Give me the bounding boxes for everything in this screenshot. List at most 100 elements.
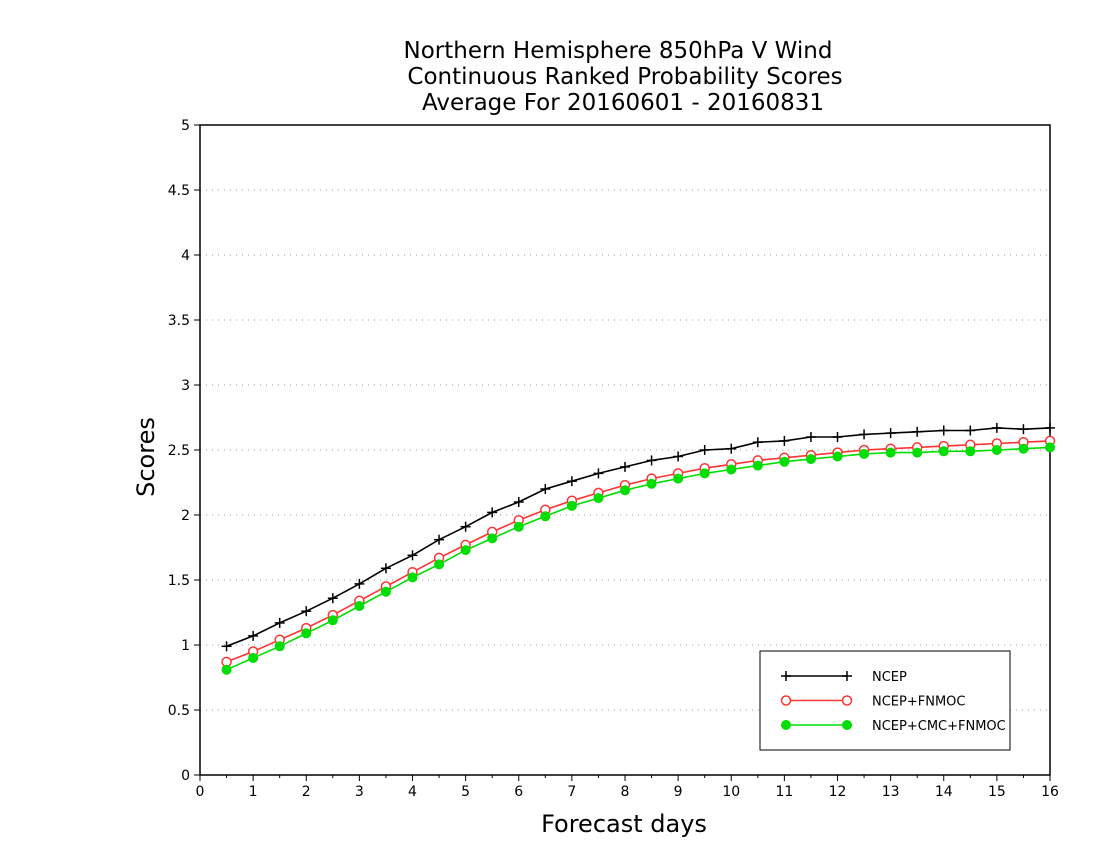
y-tick-label: 0 xyxy=(181,768,190,784)
y-gridlines xyxy=(200,189,1050,711)
data-point-filled-circle xyxy=(991,445,1002,455)
data-point-plus xyxy=(832,432,843,442)
y-tick-label: 3 xyxy=(181,378,190,394)
series-ncep-fnmoc xyxy=(221,435,1056,668)
data-point-filled-circle xyxy=(726,464,737,475)
data-point-plus xyxy=(699,445,710,455)
chart-title-line-1: Northern Hemisphere 850hPa V Wind xyxy=(404,38,833,64)
x-tick-label: 2 xyxy=(302,784,311,800)
series-line xyxy=(226,427,1051,648)
data-point-filled-circle xyxy=(221,664,232,675)
data-point-filled-circle xyxy=(912,447,923,458)
y-tick-label: 2.5 xyxy=(168,443,190,459)
x-tick-label: 8 xyxy=(621,784,630,800)
y-tick-label: 1.5 xyxy=(168,573,190,589)
data-point-filled-circle xyxy=(566,500,577,511)
data-point-plus xyxy=(752,437,763,448)
data-point-plus xyxy=(407,550,418,561)
data-point-open-circle xyxy=(841,695,853,706)
data-point-filled-circle xyxy=(487,533,498,544)
data-point-filled-circle xyxy=(673,473,684,484)
data-point-plus xyxy=(885,428,896,439)
data-point-filled-circle xyxy=(859,448,870,459)
data-point-filled-circle xyxy=(274,641,285,652)
data-point-filled-circle xyxy=(779,456,790,467)
x-tick-label: 14 xyxy=(935,784,953,800)
x-tick-label: 15 xyxy=(988,784,1006,800)
legend-label: NCEP+CMC+FNMOC xyxy=(872,719,1006,734)
x-tick-label: 12 xyxy=(829,784,847,800)
data-point-plus xyxy=(274,617,285,628)
data-point-plus xyxy=(248,630,259,641)
x-tick-label: 11 xyxy=(775,784,793,800)
data-point-plus xyxy=(805,432,816,442)
x-tick-label: 6 xyxy=(514,784,523,800)
data-point-filled-circle xyxy=(513,521,524,532)
x-tick-label: 0 xyxy=(196,784,205,800)
legend-entry: NCEP+CMC+FNMOC xyxy=(781,719,1006,734)
y-axis-ticks: 0 0.5 1 1.5 2 2.5 3 3.5 4 4.5 5 xyxy=(168,118,200,784)
data-point-plus xyxy=(540,484,551,494)
x-tick-label: 3 xyxy=(355,784,364,800)
data-point-filled-circle xyxy=(301,628,312,639)
data-point-filled-circle xyxy=(805,454,816,465)
chart-title: Northern Hemisphere 850hPa V Wind Contin… xyxy=(404,38,843,116)
series-ncep xyxy=(221,422,1055,652)
data-point-plus xyxy=(460,521,471,532)
data-point-filled-circle xyxy=(620,485,630,496)
data-point-plus xyxy=(593,468,604,479)
data-point-plus xyxy=(673,451,684,462)
data-point-filled-circle xyxy=(460,545,471,556)
data-point-filled-circle xyxy=(1045,442,1055,453)
chart-title-line-2: Continuous Ranked Probability Scores xyxy=(407,64,842,90)
data-point-plus xyxy=(779,435,790,446)
data-point-plus xyxy=(566,476,577,487)
data-point-filled-circle xyxy=(1018,443,1029,454)
x-tick-label: 4 xyxy=(408,784,417,800)
data-point-filled-circle xyxy=(593,493,604,504)
data-point-filled-circle xyxy=(752,460,763,471)
y-tick-label: 2 xyxy=(181,508,190,524)
data-point-plus xyxy=(1045,422,1055,433)
legend-entry: NCEP+FNMOC xyxy=(780,695,965,710)
data-point-filled-circle xyxy=(248,653,259,663)
x-tick-label: 16 xyxy=(1041,784,1059,800)
data-point-filled-circle xyxy=(354,601,365,611)
data-point-plus xyxy=(726,443,737,454)
data-point-plus xyxy=(434,534,445,545)
data-point-filled-circle xyxy=(646,478,657,489)
data-point-filled-circle xyxy=(380,586,391,597)
data-point-filled-circle xyxy=(938,446,949,457)
data-point-plus xyxy=(354,578,365,589)
legend: NCEP NCEP+FNMOC NCEP+CMC+FNMOC xyxy=(759,650,1011,751)
x-tick-label: 5 xyxy=(461,784,470,800)
data-point-plus xyxy=(301,606,312,617)
series-line xyxy=(226,446,1051,671)
y-tick-label: 1 xyxy=(181,638,190,654)
data-point-filled-circle xyxy=(434,559,445,570)
data-point-plus xyxy=(781,671,791,681)
data-point-plus xyxy=(991,422,1002,433)
data-point-filled-circle xyxy=(885,447,896,458)
data-point-plus xyxy=(938,425,949,436)
data-point-filled-circle xyxy=(965,446,976,457)
y-tick-label: 4.5 xyxy=(168,183,190,199)
data-point-plus xyxy=(221,641,232,652)
data-point-plus xyxy=(912,426,923,437)
data-point-filled-circle xyxy=(699,468,710,479)
series-group xyxy=(221,422,1056,675)
x-tick-label: 1 xyxy=(249,784,258,800)
series-line xyxy=(226,440,1051,663)
data-point-plus xyxy=(646,455,657,466)
x-axis-ticks: 0 1 2 3 4 5 6 7 8 9 10 11 12 13 14 15 16 xyxy=(196,775,1059,800)
data-point-filled-circle xyxy=(781,720,791,730)
y-axis-label: Scores xyxy=(132,417,160,497)
y-tick-label: 4 xyxy=(181,248,190,264)
data-point-plus xyxy=(513,497,524,507)
data-point-plus xyxy=(965,425,976,436)
data-point-open-circle xyxy=(780,695,792,706)
data-point-filled-circle xyxy=(540,511,551,522)
data-point-plus xyxy=(380,563,391,574)
data-point-filled-circle xyxy=(407,572,418,583)
